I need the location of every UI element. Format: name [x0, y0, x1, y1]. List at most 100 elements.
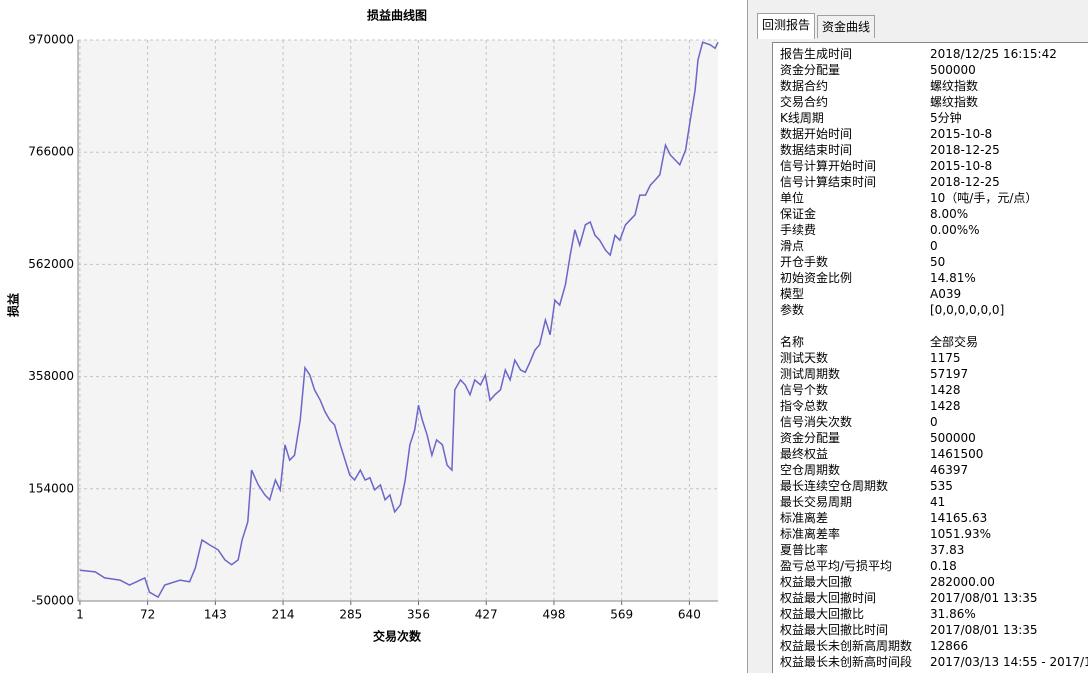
- report-key: 权益最大回撤比时间: [780, 623, 889, 637]
- report-key: 空仓周期数: [780, 463, 841, 477]
- report-key: 保证金: [780, 207, 817, 221]
- report-value: 2017/08/01 13:35: [930, 623, 1038, 637]
- report-value: 500000: [930, 431, 976, 445]
- chart-title: 损益曲线图: [367, 8, 427, 23]
- report-value: 10（吨/手，元/点）: [930, 191, 1038, 205]
- report-value: 1428: [930, 383, 961, 397]
- report-key: 权益最大回撤比: [780, 607, 865, 621]
- report-key: 夏普比率: [780, 543, 829, 557]
- report-value: 1461500: [930, 447, 984, 461]
- report-key: 标准离差: [780, 511, 829, 525]
- tab[interactable]: 回测报告: [757, 13, 816, 39]
- report-key: 信号个数: [780, 383, 829, 397]
- x-tick-label: 214: [272, 608, 295, 622]
- report-key: 最长交易周期: [780, 495, 853, 509]
- report-value: 1175: [930, 351, 961, 365]
- report-key: 最长连续空仓周期数: [780, 479, 889, 493]
- report-key: 权益最大回撤: [780, 575, 853, 589]
- report-value: 2017/03/13 14:55 - 2017/12/: [930, 655, 1088, 669]
- report-key: 权益最长未创新高时间段: [780, 655, 913, 669]
- report-value: 2018/12/25 16:15:42: [930, 47, 1057, 61]
- report-key: 盈亏总平均/亏损平均: [780, 559, 893, 573]
- report-panel: 报告生成时间 2018/12/25 16:15:42 资金分配量 500000 数据合约…: [747, 0, 1088, 673]
- x-axis-label: 交易次数: [373, 629, 422, 644]
- y-axis-label: 损益: [6, 293, 21, 317]
- report-key: 手续费: [780, 223, 817, 237]
- report-key: 滑点: [780, 239, 805, 253]
- report-value: 0.00%%: [930, 223, 980, 237]
- report-value: 2017/08/01 13:35: [930, 591, 1038, 605]
- report-key: 名称: [780, 335, 805, 349]
- report-key: 权益最长未创新高周期数: [780, 639, 913, 653]
- report-value: 1051.93%: [930, 527, 992, 541]
- report-value: 57197: [930, 367, 969, 381]
- report-value: 535: [930, 479, 953, 493]
- report-value: 0.18: [930, 559, 957, 573]
- report-key: 权益最大回撤时间: [780, 591, 877, 605]
- y-tick-label: 562000: [28, 257, 74, 271]
- x-tick-label: 640: [678, 608, 701, 622]
- report-key: 初始资金比例: [780, 271, 853, 285]
- report-value: 12866: [930, 639, 969, 653]
- report-value: 0: [930, 415, 938, 429]
- x-tick-label: 1: [76, 608, 84, 622]
- report-value: 37.83: [930, 543, 965, 557]
- report-value: [0,0,0,0,0,0]: [930, 303, 1005, 317]
- x-tick-label: 143: [204, 608, 227, 622]
- report-key: 数据合约: [780, 79, 829, 93]
- report-key: 报告生成时间: [780, 47, 853, 61]
- y-tick-label: 766000: [28, 145, 74, 159]
- report-key: 指令总数: [780, 399, 829, 413]
- report-value: 14.81%: [930, 271, 976, 285]
- report-key: 资金分配量: [780, 63, 841, 77]
- report-key: 开仓手数: [780, 255, 829, 269]
- equity-line: [79, 41, 719, 599]
- report-value: 14165.63: [930, 511, 988, 525]
- report-value: 全部交易: [930, 335, 979, 349]
- chart: 损益曲线图 交易次数 损益 -50000 154000 358000 562000 76…: [6, 8, 719, 644]
- report-key: 标准离差率: [780, 527, 841, 541]
- report-key: 模型: [780, 287, 805, 301]
- report-key: K线周期: [780, 111, 824, 125]
- report-value: 46397: [930, 463, 969, 477]
- report-value: 500000: [930, 63, 976, 77]
- report-value: 螺纹指数: [930, 79, 979, 93]
- x-tick-label: 356: [407, 608, 430, 622]
- report-value: 螺纹指数: [930, 95, 979, 109]
- y-tick-label: 154000: [28, 481, 74, 495]
- y-tick-label: 358000: [28, 369, 74, 383]
- report-list: 报告生成时间 2018/12/25 16:15:42 资金分配量 500000 数据合约…: [772, 42, 1088, 673]
- report-value: 2015-10-8: [930, 159, 993, 173]
- y-tick-label: -50000: [31, 594, 74, 608]
- report-key: 单位: [780, 191, 805, 205]
- report-value: A039: [930, 287, 962, 301]
- y-tick-label: 970000: [28, 33, 74, 47]
- report-value: 0: [930, 239, 938, 253]
- x-tick-label: 72: [140, 608, 155, 622]
- report-value: 2015-10-8: [930, 127, 993, 141]
- report-value: 2018-12-25: [930, 175, 1000, 189]
- report-value: 31.86%: [930, 607, 976, 621]
- tab[interactable]: 资金曲线: [817, 15, 876, 38]
- report-value: 5分钟: [930, 111, 962, 125]
- x-tick-label: 427: [475, 608, 498, 622]
- report-key: 数据开始时间: [780, 127, 853, 141]
- report-value: 8.00%: [930, 207, 969, 221]
- report-key: 资金分配量: [780, 431, 841, 445]
- report-key: 参数: [780, 303, 805, 317]
- report-key: 信号计算结束时间: [780, 175, 877, 189]
- report-key: 测试周期数: [780, 367, 841, 381]
- report-key: 信号消失次数: [780, 415, 853, 429]
- report-key: 信号计算开始时间: [780, 159, 877, 173]
- report-value: 1428: [930, 399, 961, 413]
- report-key: 交易合约: [780, 95, 829, 109]
- report-key: 数据结束时间: [780, 143, 853, 157]
- report-key: 最终权益: [780, 447, 829, 461]
- report-value: 282000.00: [930, 575, 995, 589]
- x-tick-label: 569: [610, 608, 633, 622]
- report-value: 2018-12-25: [930, 143, 1000, 157]
- report-value: 50: [930, 255, 946, 269]
- report-key: 测试天数: [780, 351, 829, 365]
- x-tick-label: 285: [339, 608, 362, 622]
